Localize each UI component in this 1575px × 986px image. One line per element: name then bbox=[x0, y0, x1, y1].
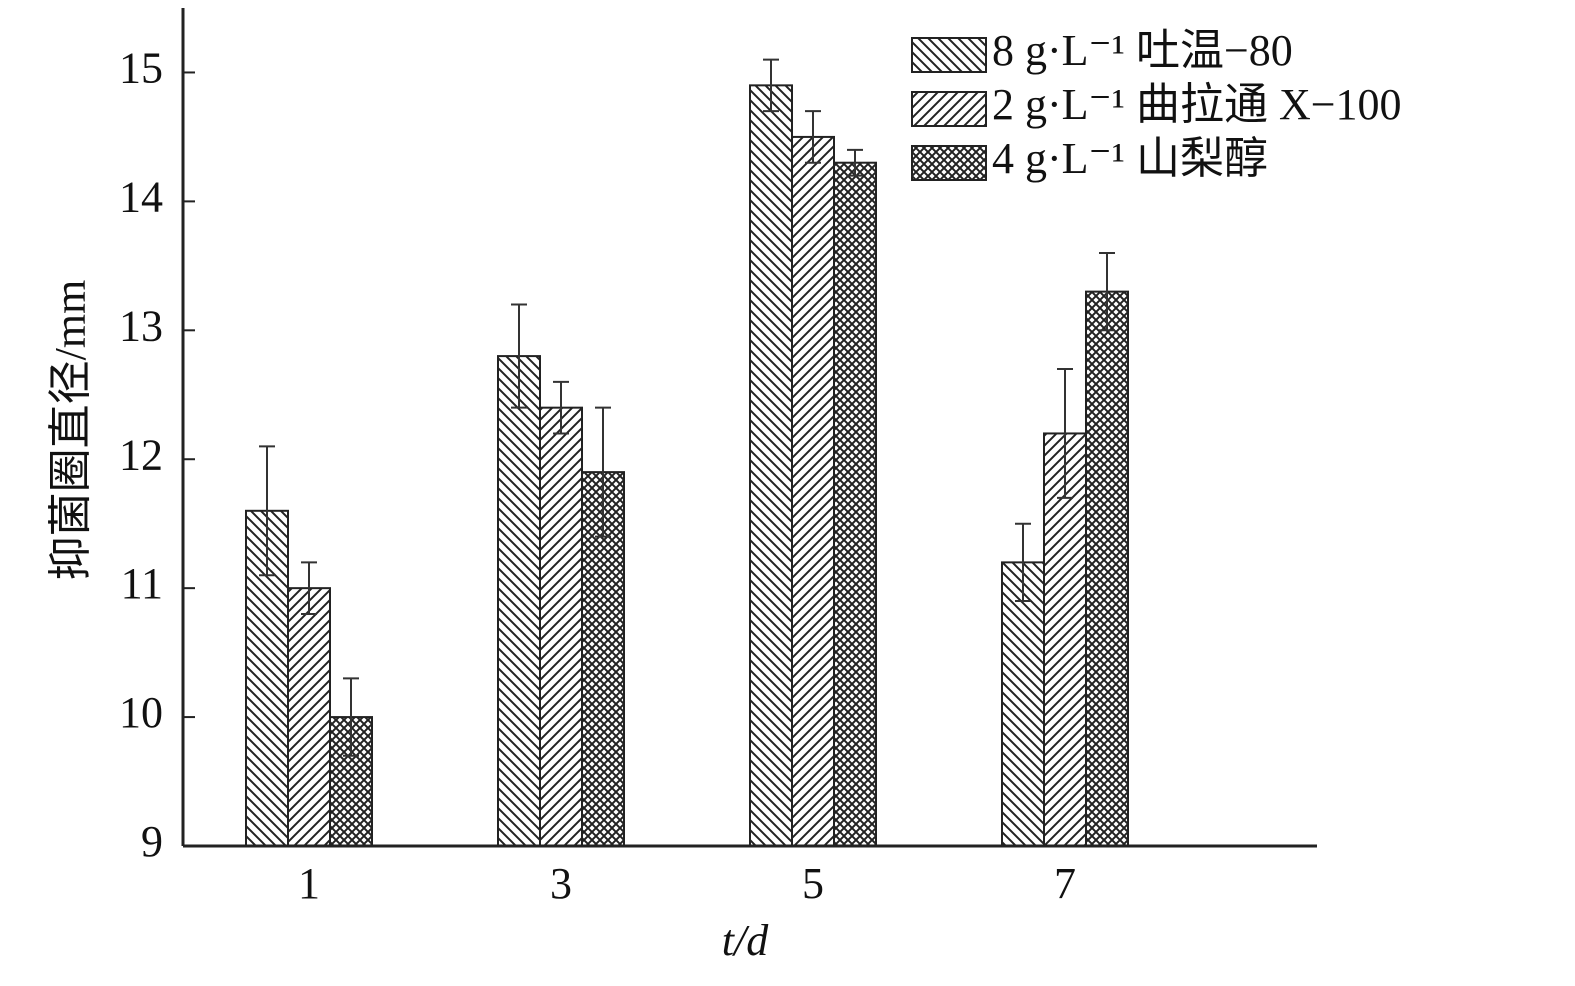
bar bbox=[749, 84, 793, 848]
error-bar bbox=[763, 58, 779, 113]
legend-swatch bbox=[911, 91, 987, 127]
legend-swatch bbox=[911, 145, 987, 181]
x-tick-label: 7 bbox=[1054, 859, 1076, 908]
x-tick-label: 5 bbox=[802, 859, 824, 908]
legend-label: 8 g·L⁻¹ 吐温−80 bbox=[992, 26, 1293, 75]
bar bbox=[539, 406, 583, 847]
error-bar bbox=[1015, 522, 1031, 603]
bar bbox=[497, 355, 541, 847]
bar bbox=[1001, 561, 1045, 847]
y-axis-label: 抑菌圈直径/mm bbox=[46, 280, 95, 581]
error-bar bbox=[259, 445, 275, 577]
y-tick-label: 15 bbox=[119, 44, 163, 93]
legend-label: 4 g·L⁻¹ 山梨醇 bbox=[992, 134, 1268, 183]
bar bbox=[287, 587, 331, 848]
error-bar bbox=[301, 561, 317, 615]
y-tick-label: 9 bbox=[141, 817, 163, 866]
error-bar bbox=[553, 380, 569, 435]
y-tick-label: 14 bbox=[119, 172, 163, 221]
error-bar bbox=[1057, 367, 1073, 499]
x-axis-label: t/d bbox=[722, 916, 769, 965]
bar bbox=[833, 161, 877, 847]
error-bar bbox=[1099, 251, 1115, 332]
error-bar bbox=[595, 406, 611, 538]
legend-swatch bbox=[911, 37, 987, 73]
error-bar bbox=[343, 677, 359, 757]
error-bar bbox=[847, 148, 863, 177]
y-tick-label: 13 bbox=[119, 301, 163, 350]
bar bbox=[1085, 290, 1129, 847]
error-bar bbox=[805, 110, 821, 164]
error-bar bbox=[511, 303, 527, 409]
x-tick-label: 1 bbox=[298, 859, 320, 908]
bar bbox=[791, 135, 835, 847]
legend-label: 2 g·L⁻¹ 曲拉通 X−100 bbox=[992, 80, 1402, 129]
y-tick-label: 11 bbox=[121, 559, 163, 608]
y-tick-label: 12 bbox=[119, 430, 163, 479]
x-tick-label: 3 bbox=[550, 859, 572, 908]
y-tick-label: 10 bbox=[119, 688, 163, 737]
